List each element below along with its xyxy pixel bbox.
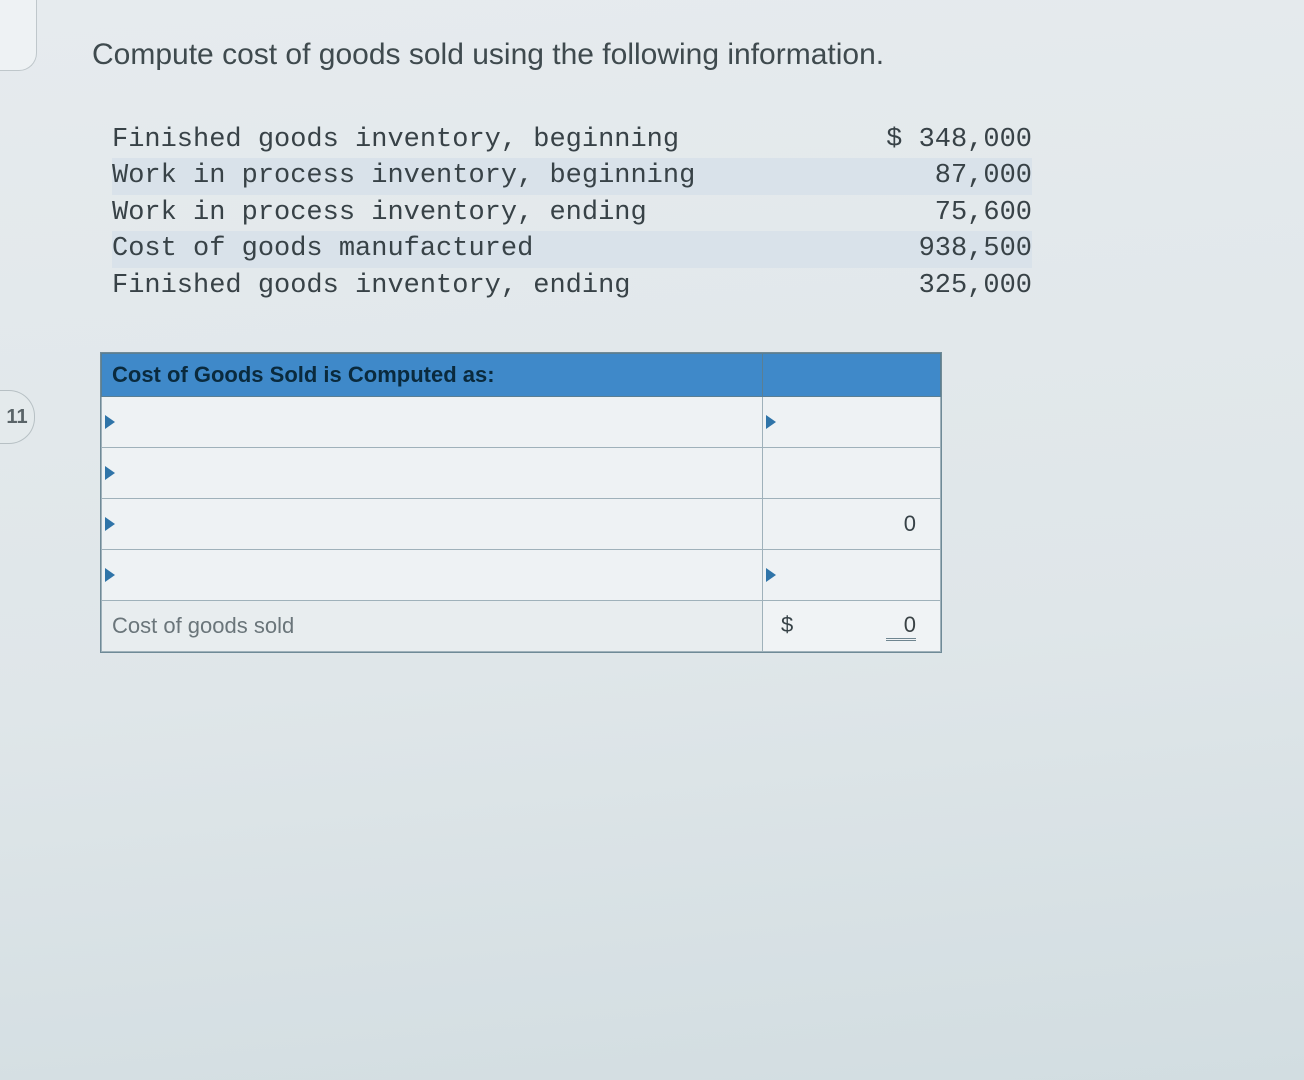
data-row: Work in process inventory, ending 75,600 [112,195,1032,231]
chevron-right-icon [105,415,115,429]
data-label: Finished goods inventory, ending [112,268,832,304]
chevron-right-icon [105,466,115,480]
data-label: Work in process inventory, beginning [112,158,832,194]
data-row: Finished goods inventory, ending 325,000 [112,268,1032,304]
cogs-worksheet: Cost of Goods Sold is Computed as: 0 Cos… [100,352,942,653]
cogs-final-amount: $ 0 [763,601,941,652]
data-row: Finished goods inventory, beginning $ 34… [112,122,1032,158]
question-number: 11 [6,406,27,429]
cogs-subtotal-amount: 0 [763,499,941,550]
cogs-final-value: 0 [886,612,916,641]
worksheet-header-blank [763,354,941,397]
worksheet-header: Cost of Goods Sold is Computed as: [102,354,763,397]
data-amount: 938,500 [832,231,1032,267]
table-row [102,550,941,601]
data-label: Cost of goods manufactured [112,231,832,267]
currency-symbol: $ [781,612,793,638]
cogs-line-amount[interactable] [763,550,941,601]
data-label: Work in process inventory, ending [112,195,832,231]
chevron-right-icon [766,568,776,582]
data-row: Work in process inventory, beginning 87,… [112,158,1032,194]
cogs-final-label: Cost of goods sold [102,601,763,652]
data-amount: 87,000 [832,158,1032,194]
cogs-line-dropdown[interactable] [102,550,763,601]
given-data-block: Finished goods inventory, beginning $ 34… [112,122,1032,304]
chevron-right-icon [766,415,776,429]
table-row: Cost of goods sold $ 0 [102,601,941,652]
cogs-line-dropdown[interactable] [102,397,763,448]
data-label: Finished goods inventory, beginning [112,122,832,158]
chevron-right-icon [105,568,115,582]
table-row [102,448,941,499]
data-amount: 75,600 [832,195,1032,231]
data-amount: 325,000 [832,268,1032,304]
question-number-tab[interactable]: 11 [0,390,35,444]
cogs-line-dropdown[interactable] [102,448,763,499]
prompt-text: Compute cost of goods sold using the fol… [92,38,884,72]
chevron-right-icon [105,517,115,531]
data-row: Cost of goods manufactured 938,500 [112,231,1032,267]
table-row: 0 [102,499,941,550]
data-amount: $ 348,000 [832,122,1032,158]
cogs-line-amount[interactable] [763,448,941,499]
table-row [102,397,941,448]
side-tab-stub [0,0,37,71]
cogs-line-amount[interactable] [763,397,941,448]
cogs-line-dropdown[interactable] [102,499,763,550]
page-container: 11 Compute cost of goods sold using the … [0,0,1304,1080]
